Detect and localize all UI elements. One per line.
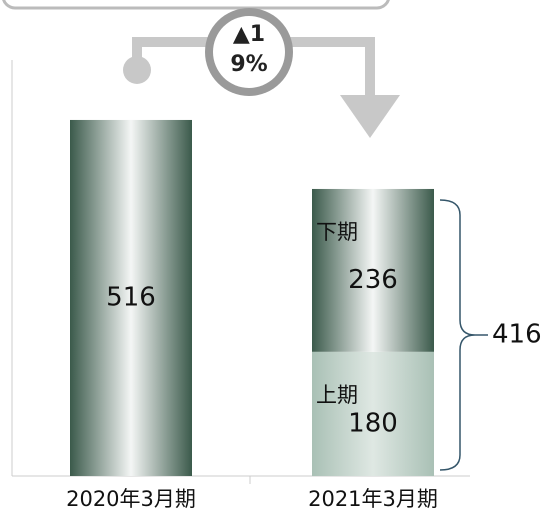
value-label: 516 [106,282,156,312]
x-tick-label: 2021年3月期 [308,487,438,511]
segment-name: 上期 [316,383,358,407]
top-box [2,0,390,10]
bar-segment [312,188,434,352]
segment-name: 下期 [316,220,358,244]
bar-segment [70,119,192,477]
value-label: 236 [348,265,398,295]
change-badge: ▲19% [230,22,268,77]
bracket [439,199,476,471]
x-tick-label: 2020年3月期 [66,487,196,511]
arrow-head [340,95,400,138]
badge-inner [213,16,285,88]
total-label: 416 [492,320,542,350]
bar-segment [312,351,434,476]
value-label: 180 [348,408,398,438]
